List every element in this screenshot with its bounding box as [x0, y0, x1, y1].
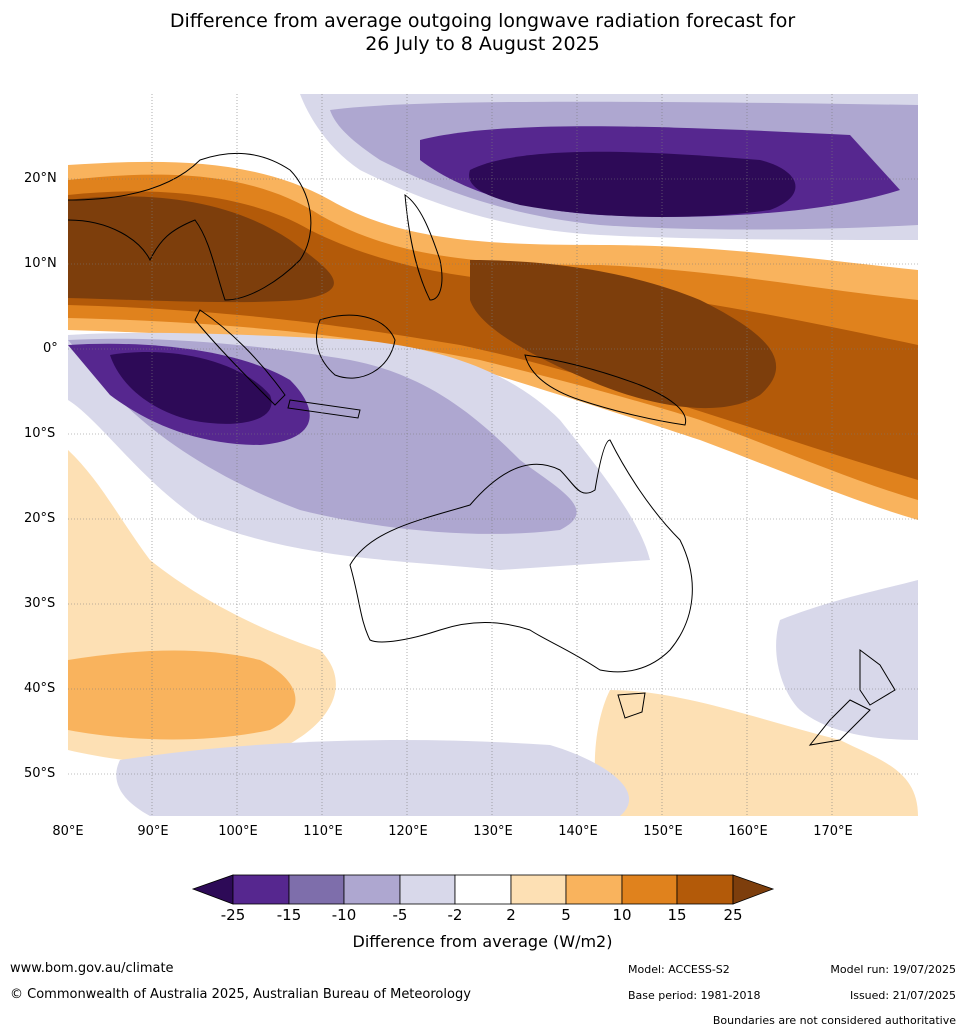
- java-outline: [287, 399, 361, 419]
- colorbar-bin: [621, 874, 678, 905]
- lon-tick: 160°E: [728, 824, 768, 839]
- colorbar-low-extend: [191, 874, 234, 905]
- colorbar-tick: -2: [447, 906, 463, 924]
- boundaries-disclaimer: Boundaries are not considered authoritat…: [712, 1014, 956, 1027]
- colorbar-tick: -5: [392, 906, 408, 924]
- anomaly-band-southern-orange-2: [68, 650, 296, 740]
- colorbar-label: Difference from average (W/m2): [352, 932, 613, 951]
- new-zealand-outline: [808, 649, 896, 746]
- lon-tick: 120°E: [388, 824, 428, 839]
- title-line-2: 26 July to 8 August 2025: [365, 33, 600, 55]
- lon-tick: 110°E: [303, 824, 343, 839]
- anomaly-core-equatorial-2: [470, 260, 777, 409]
- anomaly-band-tasman: [776, 580, 918, 740]
- model-run: Model run: 19/07/2025: [830, 963, 956, 976]
- lon-tick: 90°E: [137, 824, 169, 839]
- website-link[interactable]: www.bom.gov.au/climate: [10, 961, 174, 976]
- colorbar-bin: [510, 874, 567, 905]
- lat-tick: 10°N: [24, 256, 57, 271]
- colorbar-high-extend: [732, 874, 775, 905]
- anomaly-core-indian-ocean: [110, 351, 272, 424]
- colorbar-tick: 5: [561, 906, 571, 924]
- lat-tick: 0°: [43, 341, 58, 356]
- colorbar: [191, 874, 775, 905]
- issued-date: Issued: 21/07/2025: [849, 989, 956, 1002]
- colorbar-tick: 2: [506, 906, 516, 924]
- title-line-1: Difference from average outgoing longwav…: [169, 10, 796, 32]
- tasmania-outline: [617, 692, 646, 719]
- lat-tick: 40°S: [24, 681, 56, 696]
- colorbar-bin: [454, 874, 512, 905]
- lat-tick: 20°S: [24, 511, 56, 526]
- lon-tick: 140°E: [558, 824, 598, 839]
- colorbar-bin: [565, 874, 623, 905]
- colorbar-tick: -15: [276, 906, 302, 924]
- colorbar-tick: 25: [723, 906, 743, 924]
- colorbar-bin: [288, 874, 345, 905]
- new-guinea-outline: [524, 354, 687, 426]
- anomaly-core-north-pacific: [469, 151, 796, 217]
- lat-tick: 50°S: [24, 766, 56, 781]
- map-field: [68, 94, 918, 816]
- lon-tick: 170°E: [813, 824, 853, 839]
- anomaly-map: [68, 94, 918, 816]
- colorbar-tick: -10: [331, 906, 357, 924]
- anomaly-band-southern-ocean: [116, 740, 630, 816]
- graticule: [68, 94, 918, 816]
- colorbar-bin: [232, 874, 290, 905]
- lat-tick: 30°S: [24, 596, 56, 611]
- borneo-outline: [316, 314, 396, 379]
- colorbar-bin: [399, 874, 456, 905]
- base-period: Base period: 1981-2018: [628, 989, 761, 1002]
- anomaly-core-equatorial: [68, 196, 334, 303]
- lat-tick: 10°S: [24, 426, 56, 441]
- lat-tick: 20°N: [24, 171, 57, 186]
- lon-tick: 130°E: [473, 824, 513, 839]
- philippines-outline: [404, 194, 443, 301]
- colorbar-tick: -25: [220, 906, 246, 924]
- colorbar-bin: [343, 874, 401, 905]
- lon-tick: 100°E: [218, 824, 258, 839]
- copyright-text: © Commonwealth of Australia 2025, Austra…: [10, 987, 471, 1002]
- colorbar-tick: 15: [667, 906, 687, 924]
- australia-outline: [349, 439, 693, 673]
- model-info: Model: ACCESS-S2: [628, 963, 730, 976]
- lon-tick: 150°E: [643, 824, 683, 839]
- sumatra-outline: [194, 309, 286, 406]
- colorbar-tick: 10: [612, 906, 632, 924]
- lon-tick: 80°E: [52, 824, 84, 839]
- anomaly-band-southwest-pacific: [594, 690, 918, 816]
- map-title: Difference from average outgoing longwav…: [0, 10, 965, 56]
- colorbar-bin: [676, 874, 734, 905]
